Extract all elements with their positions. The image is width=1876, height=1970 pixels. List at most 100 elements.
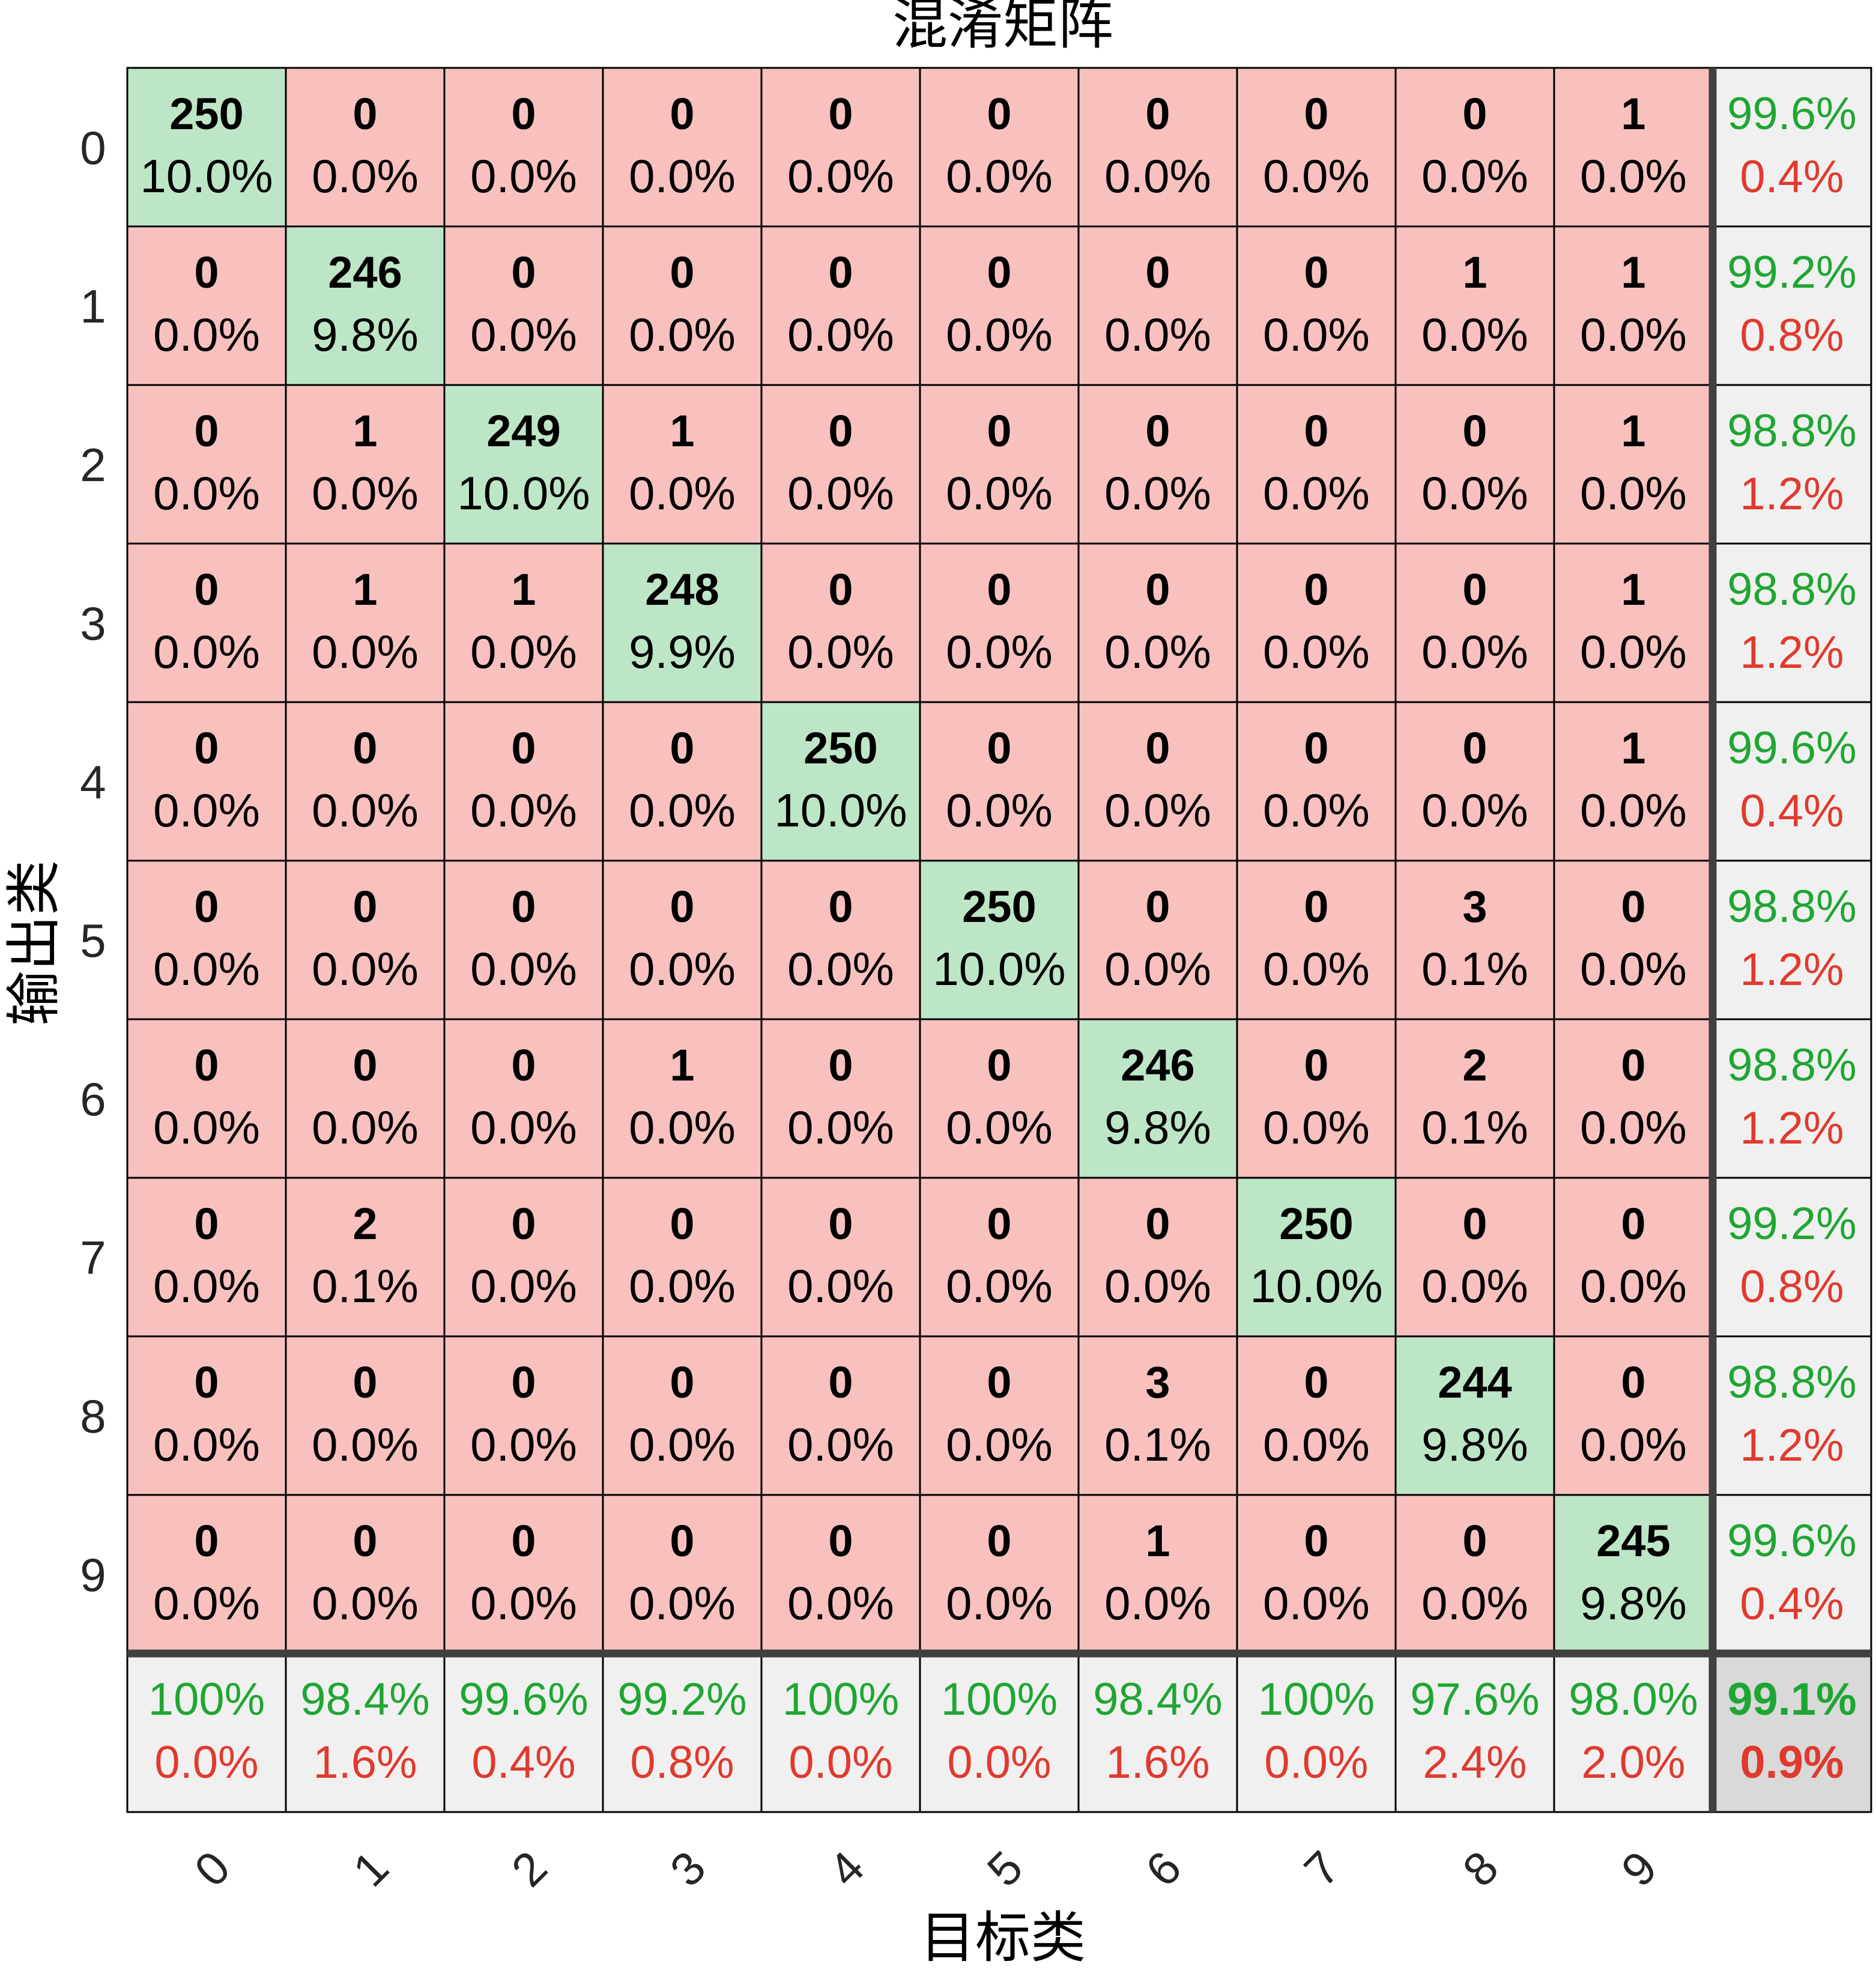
x-tick-label: 3 — [660, 1841, 716, 1897]
x-tick-label: 0 — [184, 1841, 240, 1897]
column-summary-correct: 98.0% — [1569, 1674, 1698, 1725]
column-summary-incorrect: 0.4% — [471, 1737, 575, 1788]
cell-percentage: 0.0% — [1263, 784, 1370, 837]
cell-count: 1 — [1621, 723, 1645, 773]
cell-count: 2 — [1462, 1040, 1487, 1090]
cell-count: 0 — [194, 247, 219, 297]
cell-count: 0 — [670, 1357, 694, 1407]
cell-percentage: 0.0% — [787, 1577, 894, 1629]
cell-count: 1 — [1621, 89, 1645, 139]
y-tick-label: 1 — [80, 280, 106, 333]
matrix-cell — [760, 1335, 921, 1496]
cell-percentage: 0.1% — [1421, 942, 1528, 995]
matrix-cell — [760, 701, 921, 862]
matrix-cell — [1394, 1494, 1555, 1655]
cell-count: 249 — [486, 406, 560, 456]
cell-count: 1 — [1621, 247, 1645, 297]
cell-percentage: 9.8% — [1580, 1577, 1687, 1629]
cell-count: 245 — [1596, 1516, 1670, 1566]
cell-percentage: 0.0% — [312, 1418, 419, 1471]
cell-percentage: 0.0% — [946, 784, 1053, 837]
cell-count: 0 — [1304, 89, 1328, 139]
matrix-cell — [1394, 225, 1555, 386]
cell-percentage: 0.0% — [1580, 942, 1687, 995]
matrix-cell — [1077, 1335, 1238, 1496]
matrix-cell — [919, 701, 1080, 862]
matrix-cell — [919, 859, 1080, 1020]
matrix-cell — [919, 1335, 1080, 1496]
cell-count: 250 — [1279, 1199, 1353, 1249]
matrix-cell — [285, 384, 446, 545]
matrix-cell — [443, 701, 604, 862]
cell-count: 246 — [328, 247, 402, 297]
cell-percentage: 0.0% — [1580, 1418, 1687, 1471]
cell-percentage: 0.0% — [787, 150, 894, 202]
cell-count: 0 — [511, 1357, 536, 1407]
column-summary-incorrect: 1.6% — [1106, 1737, 1209, 1788]
cell-count: 0 — [987, 1357, 1011, 1407]
matrix-cell — [1077, 1018, 1238, 1179]
cell-percentage: 0.0% — [1263, 1101, 1370, 1154]
cell-count: 0 — [1304, 882, 1328, 932]
cell-count: 0 — [353, 1516, 377, 1566]
matrix-cell — [285, 67, 446, 228]
cell-count: 0 — [987, 723, 1011, 773]
row-summary-cell — [1711, 67, 1872, 228]
cell-percentage: 0.0% — [1421, 1577, 1528, 1629]
cell-percentage: 0.0% — [153, 1259, 260, 1312]
cell-count: 1 — [670, 1040, 694, 1090]
column-summary-correct: 100% — [148, 1674, 265, 1725]
matrix-cell — [760, 1177, 921, 1338]
row-summary-correct: 99.6% — [1727, 88, 1857, 139]
matrix-cell — [602, 1018, 763, 1179]
cell-count: 0 — [1462, 723, 1487, 773]
cell-percentage: 0.0% — [787, 1259, 894, 1312]
matrix-cell — [285, 225, 446, 386]
cell-percentage: 0.0% — [470, 1259, 577, 1312]
cell-percentage: 0.0% — [470, 1577, 577, 1629]
cell-count: 1 — [670, 406, 694, 456]
matrix-cell — [1553, 225, 1714, 386]
cell-count: 0 — [828, 89, 853, 139]
matrix-cell — [760, 859, 921, 1020]
matrix-cell — [1236, 1494, 1397, 1655]
cell-percentage: 0.0% — [946, 1418, 1053, 1471]
matrix-cell — [1077, 859, 1238, 1020]
cell-percentage: 0.0% — [1263, 308, 1370, 361]
row-summary-correct: 98.8% — [1727, 881, 1857, 932]
cell-percentage: 0.0% — [629, 467, 736, 520]
x-tick-label: 4 — [818, 1841, 874, 1897]
cell-count: 0 — [194, 1516, 219, 1566]
cell-percentage: 0.0% — [312, 625, 419, 678]
column-summary-incorrect: 0.8% — [630, 1737, 734, 1788]
y-tick-label: 7 — [80, 1231, 106, 1284]
matrix-cell — [760, 67, 921, 228]
matrix-cell — [285, 701, 446, 862]
cell-count: 1 — [1621, 406, 1645, 456]
cell-percentage: 0.0% — [153, 467, 260, 520]
cell-percentage: 0.1% — [1104, 1418, 1211, 1471]
row-summary-incorrect: 1.2% — [1740, 1103, 1844, 1154]
matrix-cell — [443, 859, 604, 1020]
cell-percentage: 0.0% — [1580, 1259, 1687, 1312]
matrix-cell — [1077, 701, 1238, 862]
cell-count: 0 — [1462, 565, 1487, 614]
row-summary-incorrect: 0.8% — [1740, 1261, 1844, 1312]
cell-percentage: 0.0% — [787, 1101, 894, 1154]
column-summary-cell — [1553, 1652, 1714, 1813]
matrix-cell — [1394, 1335, 1555, 1496]
matrix-cell — [919, 1494, 1080, 1655]
cell-count: 0 — [511, 1040, 536, 1090]
cell-percentage: 0.0% — [787, 625, 894, 678]
cell-percentage: 0.0% — [946, 625, 1053, 678]
matrix-cell — [285, 1494, 446, 1655]
y-tick-label: 8 — [80, 1390, 106, 1443]
matrix-cell — [919, 67, 1080, 228]
cell-percentage: 0.0% — [1580, 625, 1687, 678]
matrix-cell — [126, 542, 287, 703]
cell-count: 0 — [670, 1516, 694, 1566]
matrix-cell — [919, 542, 1080, 703]
row-summary-cell — [1711, 384, 1872, 545]
cell-percentage: 10.0% — [933, 942, 1065, 995]
cell-count: 0 — [987, 1040, 1011, 1090]
